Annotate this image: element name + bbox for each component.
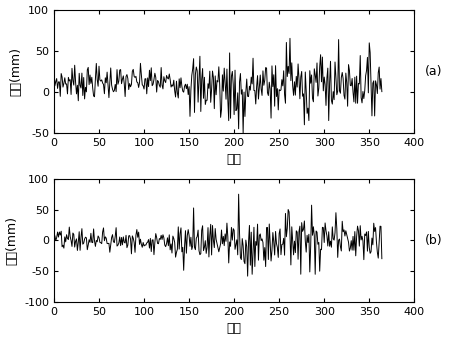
Y-axis label: 残差(mm): 残差(mm)	[9, 47, 22, 96]
Y-axis label: 残差(mm): 残差(mm)	[6, 216, 19, 265]
Text: (a): (a)	[425, 65, 443, 78]
Text: (b): (b)	[425, 234, 443, 247]
X-axis label: 天数: 天数	[226, 153, 241, 166]
X-axis label: 天数: 天数	[226, 323, 241, 336]
